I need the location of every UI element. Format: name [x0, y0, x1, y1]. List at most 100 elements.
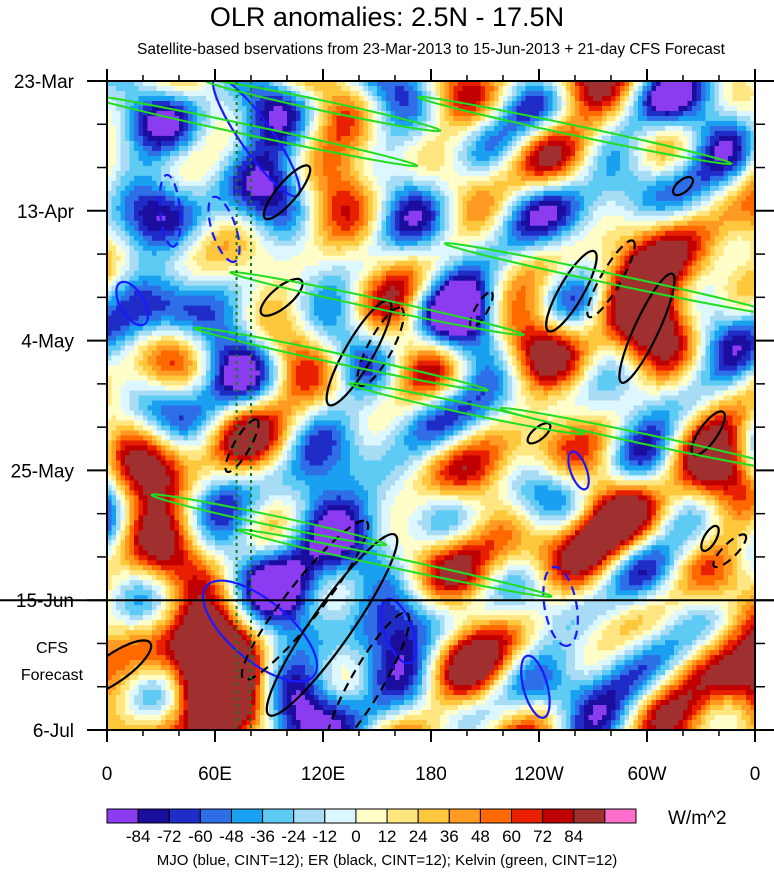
- olr-cell: [742, 111, 747, 117]
- olr-cell: [544, 96, 549, 102]
- olr-cell: [170, 156, 175, 162]
- olr-cell: [139, 196, 144, 202]
- olr-cell: [170, 166, 175, 172]
- olr-cell: [350, 186, 355, 192]
- olr-cell: [377, 176, 382, 182]
- olr-cell: [125, 251, 130, 257]
- olr-cell: [377, 196, 382, 202]
- olr-cell: [589, 211, 594, 217]
- olr-cell: [377, 116, 382, 122]
- olr-cell: [553, 111, 558, 117]
- olr-cell: [256, 141, 261, 147]
- olr-cell: [706, 121, 711, 127]
- olr-cell: [607, 226, 612, 232]
- olr-cell: [427, 161, 432, 167]
- olr-cell: [229, 156, 234, 162]
- olr-cell: [521, 196, 526, 202]
- olr-cell: [719, 221, 724, 227]
- olr-cell: [737, 86, 742, 92]
- olr-cell: [625, 196, 630, 202]
- olr-cell: [553, 161, 558, 167]
- olr-cell: [143, 96, 148, 102]
- olr-cell: [355, 91, 360, 97]
- olr-cell: [719, 171, 724, 177]
- olr-cell: [526, 86, 531, 92]
- olr-cell: [652, 186, 657, 192]
- olr-cell: [139, 181, 144, 187]
- olr-cell: [710, 166, 715, 172]
- olr-cell: [620, 91, 625, 97]
- olr-cell: [481, 171, 486, 177]
- olr-cell: [130, 216, 135, 222]
- olr-cell: [175, 146, 180, 152]
- olr-cell: [706, 186, 711, 192]
- olr-cell: [571, 151, 576, 157]
- olr-cell: [215, 121, 220, 127]
- olr-cell: [454, 126, 459, 132]
- olr-cell: [301, 196, 306, 202]
- olr-cell: [530, 221, 535, 227]
- olr-cell: [188, 231, 193, 237]
- olr-cell: [454, 216, 459, 222]
- olr-cell: [431, 226, 436, 232]
- olr-cell: [616, 226, 621, 232]
- olr-cell: [485, 191, 490, 197]
- olr-cell: [715, 221, 720, 227]
- olr-cell: [733, 151, 738, 157]
- olr-cell: [296, 156, 301, 162]
- olr-cell: [332, 246, 337, 252]
- olr-cell: [278, 236, 283, 242]
- olr-cell: [494, 221, 499, 227]
- olr-cell: [539, 106, 544, 112]
- olr-cell: [287, 126, 292, 132]
- olr-cell: [643, 96, 648, 102]
- olr-cell: [404, 141, 409, 147]
- olr-cell: [350, 211, 355, 217]
- olr-cell: [157, 151, 162, 157]
- olr-cell: [670, 221, 675, 227]
- olr-cell: [211, 241, 216, 247]
- olr-cell: [314, 166, 319, 172]
- olr-cell: [553, 156, 558, 162]
- olr-cell: [575, 181, 580, 187]
- olr-cell: [449, 91, 454, 97]
- olr-cell: [404, 231, 409, 237]
- olr-cell: [112, 126, 117, 132]
- olr-cell: [278, 171, 283, 177]
- olr-cell: [535, 206, 540, 212]
- olr-cell: [161, 136, 166, 142]
- olr-cell: [598, 221, 603, 227]
- olr-cell: [382, 221, 387, 227]
- olr-cell: [139, 206, 144, 212]
- olr-cell: [413, 251, 418, 257]
- olr-cell: [116, 186, 121, 192]
- olr-cell: [571, 106, 576, 112]
- olr-cell: [422, 106, 427, 112]
- olr-cell: [418, 246, 423, 252]
- olr-cell: [580, 151, 585, 157]
- olr-cell: [449, 111, 454, 117]
- olr-cell: [679, 91, 684, 97]
- olr-cell: [319, 121, 324, 127]
- olr-cell: [548, 161, 553, 167]
- olr-cell: [166, 226, 171, 232]
- olr-cell: [503, 96, 508, 102]
- olr-cell: [724, 176, 729, 182]
- olr-cell: [314, 251, 319, 257]
- olr-cell: [634, 141, 639, 147]
- olr-cell: [440, 216, 445, 222]
- olr-cell: [305, 241, 310, 247]
- olr-cell: [539, 171, 544, 177]
- olr-cell: [341, 206, 346, 212]
- olr-cell: [355, 241, 360, 247]
- olr-cell: [431, 216, 436, 222]
- olr-cell: [260, 236, 265, 242]
- olr-cell: [292, 246, 297, 252]
- olr-cell: [431, 146, 436, 152]
- olr-cell: [166, 236, 171, 242]
- olr-cell: [638, 171, 643, 177]
- olr-cell: [386, 231, 391, 237]
- olr-cell: [431, 221, 436, 227]
- olr-cell: [265, 226, 270, 232]
- olr-cell: [692, 111, 697, 117]
